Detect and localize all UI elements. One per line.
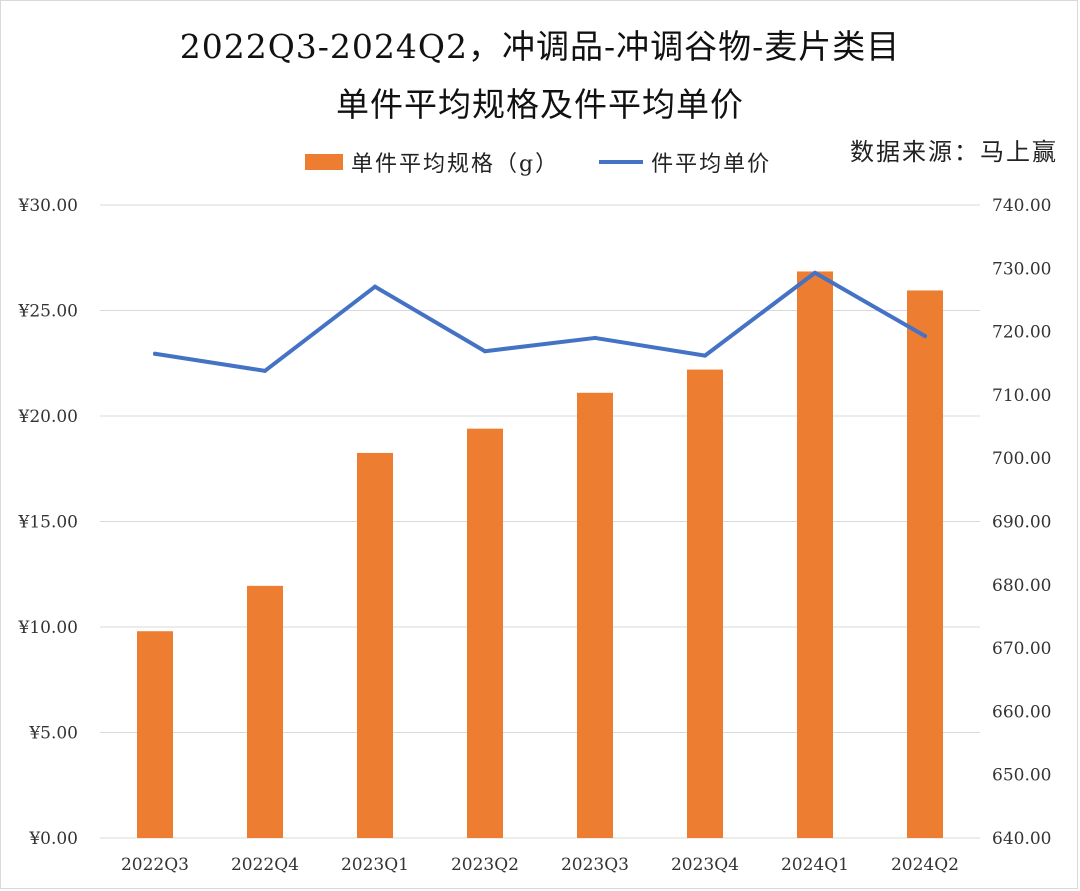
- bar: [137, 631, 173, 838]
- line-point: [923, 334, 927, 339]
- chart-legend: 单件平均规格（g） 件平均单价: [305, 146, 771, 178]
- line-point: [153, 351, 157, 356]
- bar: [797, 271, 833, 839]
- x-axis-ticks: 2022Q3 2022Q4 2023Q1 2023Q2 2023Q3 2023Q4 2024…: [121, 855, 959, 875]
- bar: [247, 585, 283, 838]
- line-point: [263, 368, 267, 373]
- left-axis-tick-label: ¥0.00: [28, 829, 78, 849]
- line-point: [483, 349, 487, 354]
- right-axis-tick-label: 650.00: [992, 766, 1051, 786]
- left-axis-tick-label: ¥5.00: [28, 724, 78, 744]
- right-axis-tick-label: 710.00: [992, 386, 1051, 406]
- left-axis-ticks: ¥0.00 ¥5.00 ¥10.00 ¥15.00 ¥20.00 ¥25.00 ¥30.00: [18, 196, 78, 849]
- left-axis-tick-label: ¥30.00: [18, 196, 78, 216]
- right-axis-tick-label: 670.00: [992, 639, 1051, 659]
- right-axis-tick-label: 660.00: [992, 702, 1051, 722]
- x-axis-tick-label: 2023Q2: [451, 855, 519, 875]
- left-axis-tick-label: ¥10.00: [18, 618, 78, 638]
- x-axis-tick-label: 2022Q4: [231, 855, 299, 875]
- chart-title: 2022Q3-2024Q2，冲调品-冲调谷物-麦片类目: [179, 27, 901, 66]
- line-point: [703, 353, 707, 358]
- legend-line-label: 件平均单价: [651, 152, 772, 177]
- right-axis-tick-label: 720.00: [992, 323, 1051, 343]
- bar: [907, 290, 943, 839]
- line-point: [373, 284, 377, 289]
- left-axis-tick-label: ¥25.00: [18, 302, 78, 322]
- bar: [467, 428, 503, 838]
- left-axis-tick-label: ¥15.00: [18, 513, 78, 533]
- legend-bar-label: 单件平均规格（g）: [351, 152, 560, 177]
- x-axis-tick-label: 2022Q3: [121, 855, 189, 875]
- legend-line-swatch: [599, 160, 644, 164]
- line-point: [593, 335, 597, 340]
- x-axis-tick-label: 2024Q1: [781, 855, 849, 875]
- gridlines: [100, 204, 980, 839]
- right-axis-tick-label: 640.00: [992, 829, 1051, 849]
- right-axis-ticks: 640.00 650.00 660.00 670.00 680.00 690.00 700.…: [992, 196, 1051, 849]
- bar: [577, 392, 613, 838]
- x-axis-tick-label: 2023Q4: [671, 855, 739, 875]
- line-point: [813, 270, 817, 275]
- right-axis-tick-label: 730.00: [992, 259, 1051, 279]
- left-axis-tick-label: ¥20.00: [18, 407, 78, 427]
- x-axis-tick-label: 2024Q2: [891, 855, 959, 875]
- right-axis-tick-label: 700.00: [992, 449, 1051, 469]
- legend-bar-swatch: [305, 154, 343, 170]
- data-source-note: 数据来源：马上赢: [850, 138, 1058, 166]
- line-series: [153, 270, 927, 373]
- chart-subtitle: 单件平均规格及件平均单价: [336, 85, 744, 124]
- x-axis-tick-label: 2023Q3: [561, 855, 629, 875]
- right-axis-tick-label: 740.00: [992, 196, 1051, 216]
- right-axis-tick-label: 690.00: [992, 513, 1051, 533]
- bar: [357, 452, 393, 838]
- bar: [687, 369, 723, 838]
- price-line: [153, 270, 927, 373]
- x-axis-tick-label: 2023Q1: [341, 855, 409, 875]
- right-axis-tick-label: 680.00: [992, 576, 1051, 596]
- bar-series: [137, 271, 943, 839]
